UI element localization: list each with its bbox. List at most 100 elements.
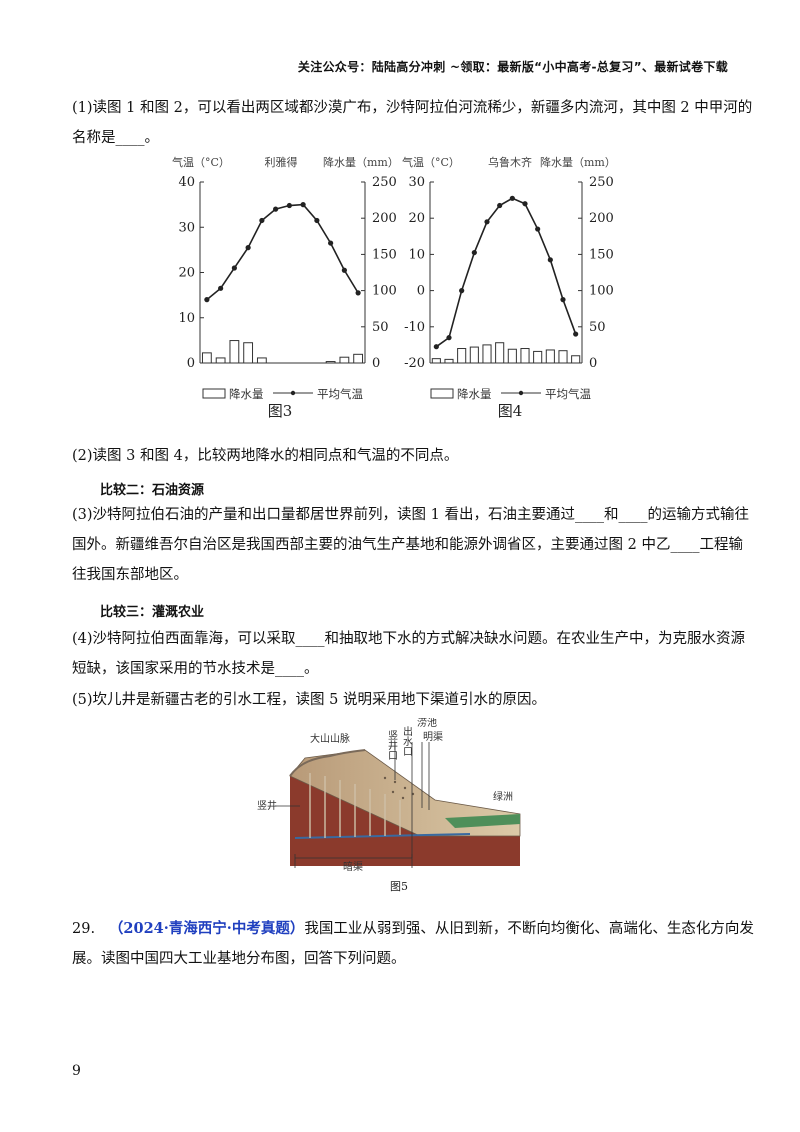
temperature-point (471, 249, 477, 256)
header-notice: 关注公众号：陆陆高分冲刺 ~领取：最新版“小中高考-总复习”、最新试卷下载 (297, 60, 728, 74)
precip-bar (201, 352, 212, 364)
temperature-line (206, 203, 359, 301)
temperature-point (484, 219, 490, 225)
question-2: (2)读图 3 和图 4，比较两地降水的相同点和气温的不同点。 (72, 441, 732, 471)
right-axis-label: 降水量（mm） (540, 155, 616, 169)
question-5: (5)坎儿井是新疆古老的引水工程，读图 5 说明采用地下渠道引水的原因。 (72, 685, 732, 715)
precip-bar (457, 348, 467, 364)
legend-precip-label-2: 降水量 (457, 387, 492, 401)
label-dark-canal: 暗渠 (343, 860, 363, 873)
left-tick-label: -10 (404, 320, 425, 335)
precip-bar (571, 355, 581, 364)
chart-urumqi: 气温（°C） 乌鲁木齐 降水量（mm）3020100-10-202502001501… (402, 155, 616, 371)
question-29-text: 我国工业从弱到强、从旧到新，不断向均衡化、高端化、生态化方向发 (304, 921, 754, 937)
soil-front-face (290, 776, 520, 866)
temperature-point (204, 297, 210, 303)
right-tick-label: 200 (372, 211, 397, 226)
chart-legend: 降水量 平均气温 降水量 平均气温 (202, 387, 591, 401)
question-4-line-2: 短缺，该国家采用的节水技术是____。 (72, 661, 319, 677)
left-tick-label: 40 (178, 175, 195, 190)
precip-bar (482, 344, 492, 364)
precip-bar (469, 346, 479, 364)
temperature-point (314, 217, 320, 224)
temperature-point (273, 206, 279, 212)
precip-bar (495, 342, 505, 364)
climate-charts-figure: 气温（°C） 利雅得 降水量（mm） 40 30 20 10 0 250 200 150 100 50 0… (165, 150, 625, 430)
question-1: (1)读图 1 和图 2，可以看出两区域都沙漠广布，沙特阿拉伯河流稀少，新疆多内… (72, 93, 753, 153)
ground-surface (289, 749, 521, 837)
precip-bar (215, 357, 226, 364)
label-shaft-top: 竖井口 (386, 730, 398, 760)
precip-bar (520, 348, 530, 364)
right-tick-label: 150 (589, 247, 614, 262)
temperature-point (245, 245, 251, 251)
legend-temp-dot (290, 390, 296, 396)
temperature-point (497, 202, 503, 209)
temperature-line (435, 197, 577, 348)
city-name: 利雅得 (265, 155, 298, 169)
label-canal: 明渠 (423, 731, 443, 743)
temperature-point (573, 331, 579, 337)
temperature-point (300, 202, 306, 208)
label-pool: 涝池 (417, 718, 437, 729)
precip-bar (256, 357, 267, 364)
question-3-line-3: 往我国东部地区。 (72, 567, 188, 583)
question-2-line-1: (2)读图 3 和图 4，比较两地降水的相同点和气温的不同点。 (72, 448, 459, 464)
section-irrigation-heading: 比较三：灌溉农业 (100, 605, 205, 620)
temperature-point (341, 267, 347, 273)
precip-bar (444, 358, 454, 364)
temperature-point (218, 285, 224, 291)
figure-5-karez: 大山山脉 竖井口 出水口 涝池 明渠 竖井 绿洲 暗渠 图5 (255, 716, 535, 898)
temperature-point (259, 217, 265, 224)
right-tick-label: 250 (372, 175, 397, 190)
right-tick-label: 50 (372, 320, 389, 335)
right-tick-label: 0 (589, 356, 597, 371)
right-axis-label: 降水量（mm） (323, 155, 399, 169)
right-tick-label: 200 (589, 211, 614, 226)
temperature-point (509, 195, 515, 201)
temperature-point (459, 288, 465, 294)
figure-3-caption: 图3 (268, 402, 293, 420)
question-29-line-2: 展。读图中国四大工业基地分布图，回答下列问题。 (72, 951, 406, 967)
left-tick-label: 20 (408, 211, 425, 226)
temperature-point (560, 297, 566, 303)
temperature-point (286, 202, 292, 209)
left-tick-label: 20 (178, 266, 195, 281)
figure-5-caption: 图5 (390, 880, 408, 893)
left-tick-label: 10 (408, 247, 425, 262)
temperature-point (535, 226, 541, 232)
left-tick-label: 10 (178, 311, 195, 326)
page-number: 9 (72, 1063, 81, 1079)
left-axis-label: 气温（°C） (402, 155, 460, 169)
legend-precip-swatch-2 (430, 388, 454, 399)
temperature-point (355, 290, 361, 296)
figure-4-caption: 图4 (498, 402, 523, 420)
legend-temp-dot-2 (518, 390, 524, 396)
legend-temp-label: 平均气温 (317, 387, 363, 401)
label-shaft: 竖井 (257, 799, 277, 812)
left-axis-label: 气温（°C） (172, 155, 230, 169)
precip-bar (545, 349, 555, 364)
left-tick-label: 30 (178, 220, 195, 235)
label-outlet: 出水口 (401, 725, 413, 756)
right-tick-label: 50 (589, 320, 606, 335)
karez-diagram: 大山山脉 竖井口 出水口 涝池 明渠 竖井 绿洲 暗渠 图5 (257, 716, 521, 893)
left-tick-label: 30 (408, 175, 425, 190)
left-tick-label: -20 (404, 356, 425, 371)
precip-bar (339, 356, 350, 364)
right-tick-label: 150 (372, 247, 397, 262)
precip-bar (431, 358, 441, 364)
question-4: (4)沙特阿拉伯西面靠海，可以采取____和抽取地下水的方式解决缺水问题。在农业… (72, 624, 746, 684)
temperature-point (522, 201, 528, 207)
precip-bar (353, 353, 364, 364)
leader-lines (275, 742, 430, 868)
oasis-area (445, 814, 520, 828)
question-1-line-1: (1)读图 1 和图 2，可以看出两区域都沙漠广布，沙特阿拉伯河流稀少，新疆多内… (72, 100, 753, 116)
question-3: (3)沙特阿拉伯石油的产量和出口量都居世界前列，读图 1 看出，石油主要通过__… (72, 500, 749, 590)
shaft-mouths (383, 776, 415, 800)
precip-bar (325, 361, 336, 364)
climate-charts: 气温（°C） 利雅得 降水量（mm）403020100250200150100500… (172, 155, 616, 420)
vertical-shafts (309, 773, 401, 838)
precip-bar (229, 340, 240, 364)
question-4-line-1: (4)沙特阿拉伯西面靠海，可以采取____和抽取地下水的方式解决缺水问题。在农业… (72, 631, 746, 647)
